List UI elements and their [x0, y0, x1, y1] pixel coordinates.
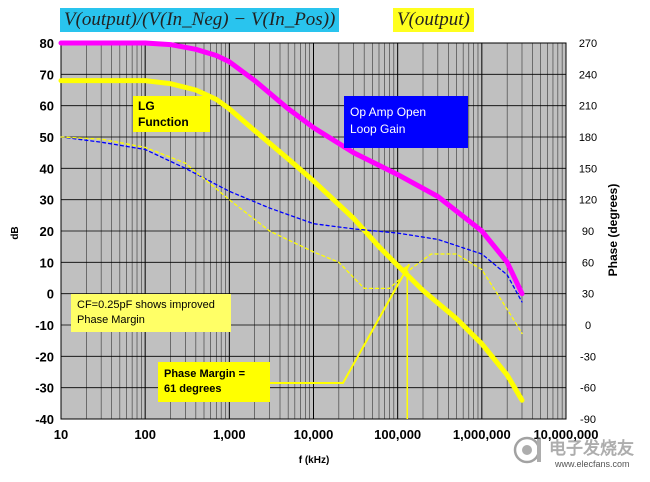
y-right-tick-label: 210 [579, 101, 597, 113]
y-tick-label: -20 [35, 349, 54, 364]
watermark-icon [513, 436, 541, 464]
series-line-3 [60, 136, 523, 335]
x-tick-label: 1,000,000 [453, 427, 511, 442]
annotation-cf-phase-margin: CF=0.25pF shows improved Phase Margin [71, 294, 231, 332]
y-tick-label: 30 [40, 193, 54, 208]
y-tick-label: -30 [35, 381, 54, 396]
x-tick-label: 10,000 [294, 427, 334, 442]
y-tick-label: 70 [40, 67, 54, 82]
y-tick-label: -10 [35, 318, 54, 333]
watermark-logo-lettering: 电子发烧友 [549, 438, 634, 458]
phase-margin-pointer [270, 263, 411, 384]
x-axis: 10 100 1,000 10,000 100,000 1,000,000 10,000,0… [54, 427, 599, 442]
y-right-tick-label: 90 [582, 226, 594, 238]
y-tick-label: 10 [40, 255, 54, 270]
y-right-tick-label: 270 [579, 38, 597, 50]
x-axis-title: f (kHz) [299, 455, 330, 466]
y-right-tick-label: 240 [579, 69, 597, 81]
y-tick-label: 60 [40, 99, 54, 114]
series-line-1 [58, 78, 525, 403]
y-right-tick-label: 120 [579, 195, 597, 207]
series-line-0 [58, 40, 525, 297]
x-tick-label: 100,000 [374, 427, 421, 442]
y-tick-label: 0 [47, 287, 54, 302]
y-axis-left: 80 70 60 50 40 30 20 10 0 -10 -20 -30 -40 [35, 36, 54, 427]
x-tick-label: 1,000 [213, 427, 246, 442]
y-tick-label: 50 [40, 130, 54, 145]
x-tick-label: 10,000,000 [533, 427, 598, 442]
y-tick-label: 80 [40, 36, 54, 51]
phase-margin-arrowhead [399, 264, 410, 276]
series-line-2 [60, 136, 523, 303]
y-axis-right: 270 240 210 180 150 120 90 60 30 0 -30 -60 -90 [579, 38, 597, 426]
annotation-phase-margin-value: Phase Margin = 61 degrees [158, 362, 270, 402]
watermark-text: www.elecfans.com [555, 459, 630, 469]
y-tick-label: 20 [40, 224, 54, 239]
y-right-tick-label: 30 [582, 289, 594, 301]
y-axis-title: dB [10, 226, 21, 239]
y-tick-label: -40 [35, 412, 54, 427]
y-right-tick-label: 60 [582, 257, 594, 269]
header-left-label: V(output)/(V(In_Neg) − V(In_Pos)) [60, 8, 340, 32]
x-tick-label: 10 [54, 427, 68, 442]
y-right-tick-label: 150 [579, 163, 597, 175]
y-right-tick-label: -60 [580, 383, 596, 395]
y-axis-right-title: Phase (degrees) [606, 184, 620, 277]
phase-margin-arrow [270, 263, 411, 419]
y-right-tick-label: -90 [580, 414, 596, 426]
x-tick-label: 100 [134, 427, 156, 442]
y-right-tick-label: 0 [585, 320, 591, 332]
y-tick-label: 40 [40, 161, 54, 176]
y-right-tick-label: 180 [579, 132, 597, 144]
series-group [58, 40, 525, 403]
annotation-open-loop-gain: Op Amp Open Loop Gain [344, 96, 468, 148]
watermark-logo: 电子发烧友 [513, 436, 634, 464]
header-right-label: V(output) [393, 8, 474, 32]
y-right-tick-label: -30 [580, 351, 596, 363]
annotation-lg-function: LG Function [133, 96, 210, 132]
